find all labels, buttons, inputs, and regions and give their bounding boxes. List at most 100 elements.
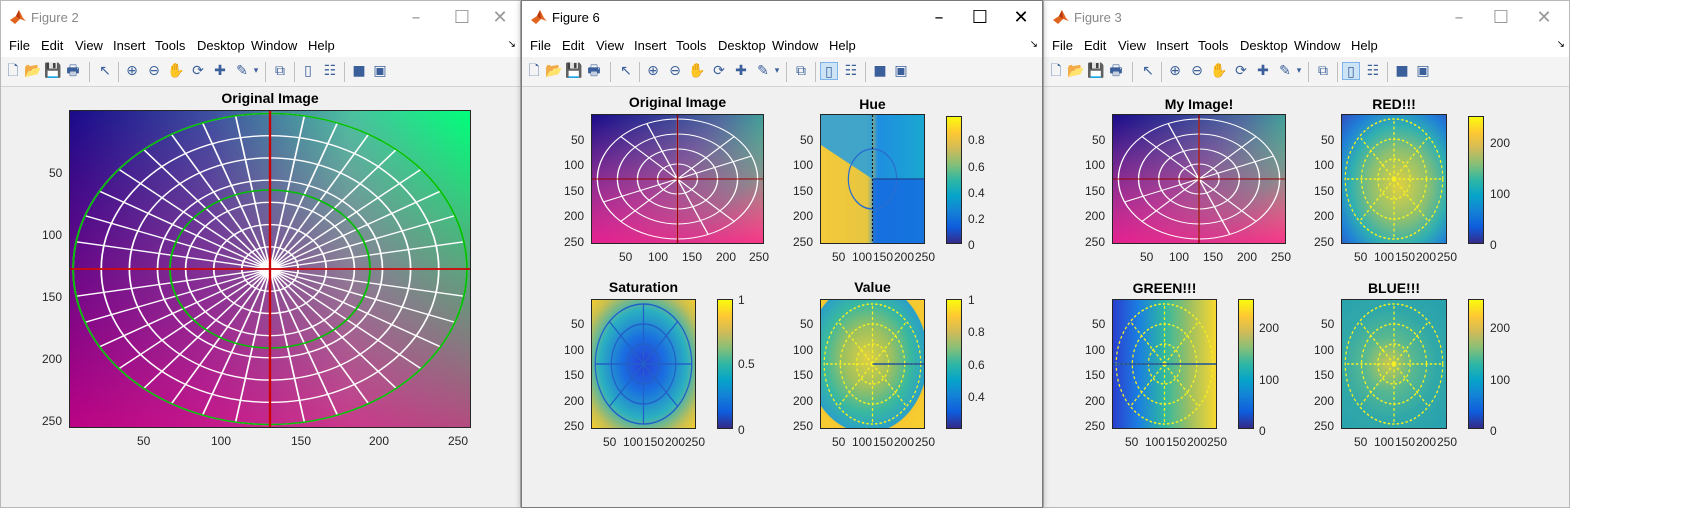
- minimize-button[interactable]: –: [1454, 7, 1464, 28]
- figure-2-window[interactable]: Figure 2 – ☐ ✕ File Edit View Insert Too…: [0, 0, 521, 508]
- new-figure-icon[interactable]: 🗋: [528, 63, 540, 79]
- new-figure-icon[interactable]: 🗋: [1050, 63, 1062, 79]
- edit-plot-arrow-icon[interactable]: ↖: [99, 63, 111, 79]
- menu-edit[interactable]: Edit: [562, 38, 585, 53]
- insert-legend-icon[interactable]: ☷: [323, 63, 337, 79]
- colorbar[interactable]: [1238, 299, 1254, 429]
- brush-icon[interactable]: ✎: [757, 63, 769, 79]
- menu-help[interactable]: Help: [1351, 38, 1378, 53]
- rotate-icon[interactable]: ⟳: [192, 63, 204, 79]
- link-plot-icon[interactable]: ⧉: [1318, 63, 1328, 79]
- data-cursor-icon[interactable]: ✚: [1257, 63, 1269, 79]
- title-bar[interactable]: Figure 3 – ☐ ✕: [1044, 1, 1569, 35]
- brush-dropdown-icon[interactable]: ▾: [1296, 66, 1302, 76]
- menu-desktop[interactable]: Desktop: [197, 38, 245, 53]
- hide-plot-tools-icon[interactable]: ■: [873, 63, 887, 79]
- pan-icon[interactable]: ✋: [1210, 63, 1228, 79]
- close-button[interactable]: ✕: [1013, 7, 1029, 28]
- edit-plot-arrow-icon[interactable]: ↖: [620, 63, 632, 79]
- link-plot-icon[interactable]: ⧉: [275, 63, 285, 79]
- undock-icon[interactable]: ↘: [1029, 39, 1038, 50]
- menu-edit[interactable]: Edit: [1084, 38, 1107, 53]
- menu-help[interactable]: Help: [829, 38, 856, 53]
- colorbar[interactable]: [946, 299, 962, 429]
- new-figure-icon[interactable]: 🗋: [7, 63, 19, 79]
- menu-view[interactable]: View: [596, 38, 624, 53]
- close-button[interactable]: ✕: [1536, 7, 1552, 28]
- figure-6-window[interactable]: Figure 6 – ☐ ✕ File Edit View Insert Too…: [521, 0, 1043, 508]
- brush-icon[interactable]: ✎: [236, 63, 248, 79]
- rotate-icon[interactable]: ⟳: [1235, 63, 1247, 79]
- colorbar[interactable]: [1468, 299, 1484, 429]
- menu-insert[interactable]: Insert: [1156, 38, 1189, 53]
- insert-legend-icon[interactable]: ☷: [1366, 63, 1380, 79]
- insert-colorbar-icon[interactable]: ▯: [304, 63, 312, 79]
- show-plot-tools-icon[interactable]: ▣: [1416, 63, 1430, 79]
- minimize-button[interactable]: –: [411, 7, 421, 28]
- zoom-out-icon[interactable]: ⊖: [1191, 63, 1203, 79]
- menu-file[interactable]: File: [9, 38, 30, 53]
- save-icon[interactable]: 💾: [1087, 63, 1105, 79]
- colorbar[interactable]: [1468, 116, 1484, 244]
- show-plot-tools-icon[interactable]: ▣: [373, 63, 387, 79]
- colorbar[interactable]: [946, 116, 962, 244]
- menu-view[interactable]: View: [1118, 38, 1146, 53]
- brush-dropdown-icon[interactable]: ▾: [253, 66, 259, 76]
- brush-dropdown-icon[interactable]: ▾: [774, 66, 780, 76]
- undock-icon[interactable]: ↘: [507, 39, 516, 50]
- show-plot-tools-icon[interactable]: ▣: [894, 63, 908, 79]
- menu-window[interactable]: Window: [772, 38, 819, 53]
- zoom-in-icon[interactable]: ⊕: [126, 63, 138, 79]
- undock-icon[interactable]: ↘: [1556, 39, 1565, 50]
- maximize-button[interactable]: ☐: [1492, 7, 1510, 28]
- data-cursor-icon[interactable]: ✚: [214, 63, 226, 79]
- menu-desktop[interactable]: Desktop: [1240, 38, 1288, 53]
- menu-insert[interactable]: Insert: [113, 38, 146, 53]
- insert-legend-icon[interactable]: ☷: [844, 63, 858, 79]
- menu-tools[interactable]: Tools: [1198, 38, 1229, 53]
- image-axes[interactable]: [591, 299, 696, 429]
- image-axes[interactable]: [1112, 114, 1286, 244]
- image-axes[interactable]: [1341, 114, 1447, 244]
- menu-window[interactable]: Window: [251, 38, 298, 53]
- image-axes[interactable]: [820, 299, 925, 429]
- menu-file[interactable]: File: [1052, 38, 1073, 53]
- data-cursor-icon[interactable]: ✚: [735, 63, 747, 79]
- menu-view[interactable]: View: [75, 38, 103, 53]
- title-bar[interactable]: Figure 2 – ☐ ✕: [1, 1, 520, 35]
- pan-icon[interactable]: ✋: [688, 63, 706, 79]
- menu-file[interactable]: File: [530, 38, 551, 53]
- zoom-in-icon[interactable]: ⊕: [1169, 63, 1181, 79]
- maximize-button[interactable]: ☐: [971, 7, 989, 28]
- save-icon[interactable]: 💾: [565, 63, 583, 79]
- zoom-out-icon[interactable]: ⊖: [148, 63, 160, 79]
- zoom-in-icon[interactable]: ⊕: [647, 63, 659, 79]
- menu-help[interactable]: Help: [308, 38, 335, 53]
- menu-edit[interactable]: Edit: [41, 38, 64, 53]
- edit-plot-arrow-icon[interactable]: ↖: [1142, 63, 1154, 79]
- pan-icon[interactable]: ✋: [167, 63, 185, 79]
- menu-tools[interactable]: Tools: [676, 38, 707, 53]
- image-axes[interactable]: [1341, 299, 1447, 429]
- rotate-icon[interactable]: ⟳: [713, 63, 725, 79]
- insert-colorbar-icon[interactable]: ▯: [1342, 62, 1360, 80]
- menu-insert[interactable]: Insert: [634, 38, 667, 53]
- hide-plot-tools-icon[interactable]: ■: [1395, 63, 1409, 79]
- image-axes[interactable]: [1112, 299, 1217, 429]
- print-icon[interactable]: 🖶: [587, 63, 601, 79]
- menu-tools[interactable]: Tools: [155, 38, 186, 53]
- minimize-button[interactable]: –: [934, 7, 944, 28]
- figure-3-window[interactable]: Figure 3 – ☐ ✕ File Edit View Insert Too…: [1043, 0, 1570, 508]
- title-bar[interactable]: Figure 6 – ☐ ✕: [522, 1, 1042, 35]
- insert-colorbar-icon[interactable]: ▯: [820, 62, 838, 80]
- zoom-out-icon[interactable]: ⊖: [669, 63, 681, 79]
- image-axes[interactable]: [820, 114, 925, 244]
- hide-plot-tools-icon[interactable]: ■: [352, 63, 366, 79]
- menu-window[interactable]: Window: [1294, 38, 1341, 53]
- brush-icon[interactable]: ✎: [1279, 63, 1291, 79]
- link-plot-icon[interactable]: ⧉: [796, 63, 806, 79]
- print-icon[interactable]: 🖶: [66, 63, 80, 79]
- menu-desktop[interactable]: Desktop: [718, 38, 766, 53]
- image-axes[interactable]: [69, 110, 471, 428]
- image-axes[interactable]: [591, 114, 764, 244]
